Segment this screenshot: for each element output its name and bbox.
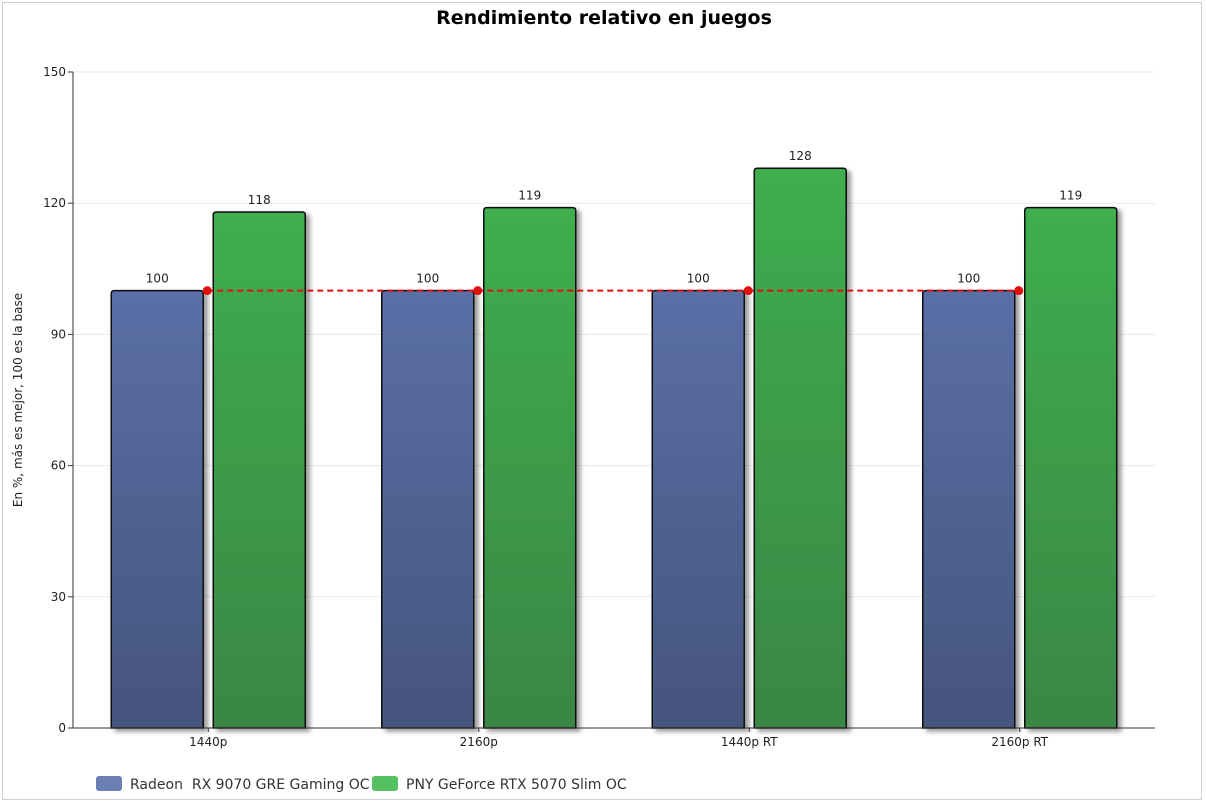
- legend: Radeon RX 9070 GRE Gaming OC PNY GeForce …: [96, 776, 627, 793]
- data-label: 100: [687, 272, 710, 286]
- data-label: 100: [957, 272, 980, 286]
- legend-swatch-radeon: [96, 776, 122, 791]
- bars-layer: [110, 167, 1118, 729]
- y-tick-label: 120: [43, 196, 66, 210]
- legend-label-pny: PNY GeForce RTX 5070 Slim OC: [406, 777, 627, 793]
- x-tick-label: 2160p RT: [991, 735, 1048, 749]
- bar-pny-2160p-rt: [1024, 206, 1118, 729]
- baseline-point: [202, 286, 212, 296]
- bar-radeon-2160p-rt: [922, 289, 1016, 729]
- data-label: 100: [146, 272, 169, 286]
- y-axis-label: En %, más es mejor, 100 es la base: [11, 293, 25, 507]
- x-tick-label: 2160p: [460, 735, 498, 749]
- labels-layer: 100 118 100 119 100 128 100 119: [146, 149, 1082, 285]
- baseline-point: [473, 286, 483, 296]
- baseline-layer: [202, 286, 1024, 296]
- y-tick-label: 90: [51, 327, 66, 341]
- legend-label-radeon: Radeon RX 9070 GRE Gaming OC: [130, 777, 370, 793]
- bar-radeon-1440p-rt: [651, 289, 745, 729]
- bar-pny-1440p: [212, 211, 306, 729]
- chart-title: Rendimiento relativo en juegos: [436, 7, 772, 29]
- y-tick-label: 30: [51, 590, 66, 604]
- y-tick-label: 150: [43, 65, 66, 79]
- baseline-point: [1014, 286, 1024, 296]
- data-label: 118: [248, 193, 271, 207]
- y-tick-label: 0: [58, 721, 66, 735]
- baseline-point: [743, 286, 753, 296]
- bar-radeon-2160p: [381, 289, 475, 729]
- bar-pny-1440p-rt: [753, 167, 847, 729]
- data-label: 100: [416, 272, 439, 286]
- legend-swatch-pny: [372, 776, 398, 791]
- data-label: 128: [789, 149, 812, 163]
- bar-pny-2160p: [483, 206, 577, 729]
- bar-radeon-1440p: [110, 289, 204, 729]
- x-tick-label: 1440p RT: [721, 735, 778, 749]
- y-tick-label: 60: [51, 459, 66, 473]
- data-label: 119: [518, 189, 541, 203]
- x-tick-label: 1440p: [189, 735, 227, 749]
- data-label: 119: [1059, 189, 1082, 203]
- axes-layer: 0 30 60 90 120 150 1440p 2160p 1440p RT 2160p RT: [43, 65, 1155, 749]
